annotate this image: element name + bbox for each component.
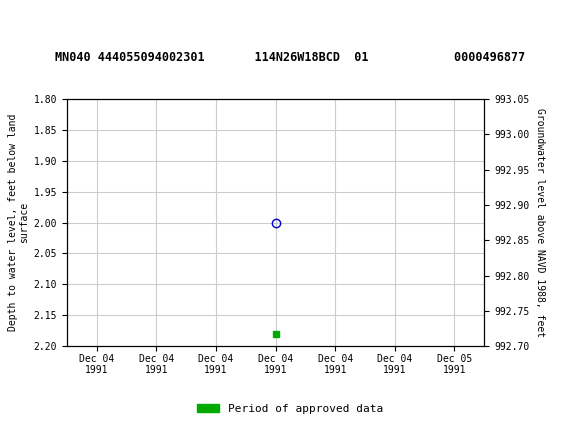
Y-axis label: Depth to water level, feet below land
surface: Depth to water level, feet below land su…: [8, 114, 30, 331]
Bar: [6, 4, 58, 36]
Y-axis label: Groundwater level above NAVD 1988, feet: Groundwater level above NAVD 1988, feet: [535, 108, 545, 337]
Text: █USGS: █USGS: [3, 11, 72, 29]
Text: MN040 444055094002301       114N26W18BCD  01            0000496877: MN040 444055094002301 114N26W18BCD 01 00…: [55, 51, 525, 64]
Legend: Period of approved data: Period of approved data: [193, 399, 387, 418]
